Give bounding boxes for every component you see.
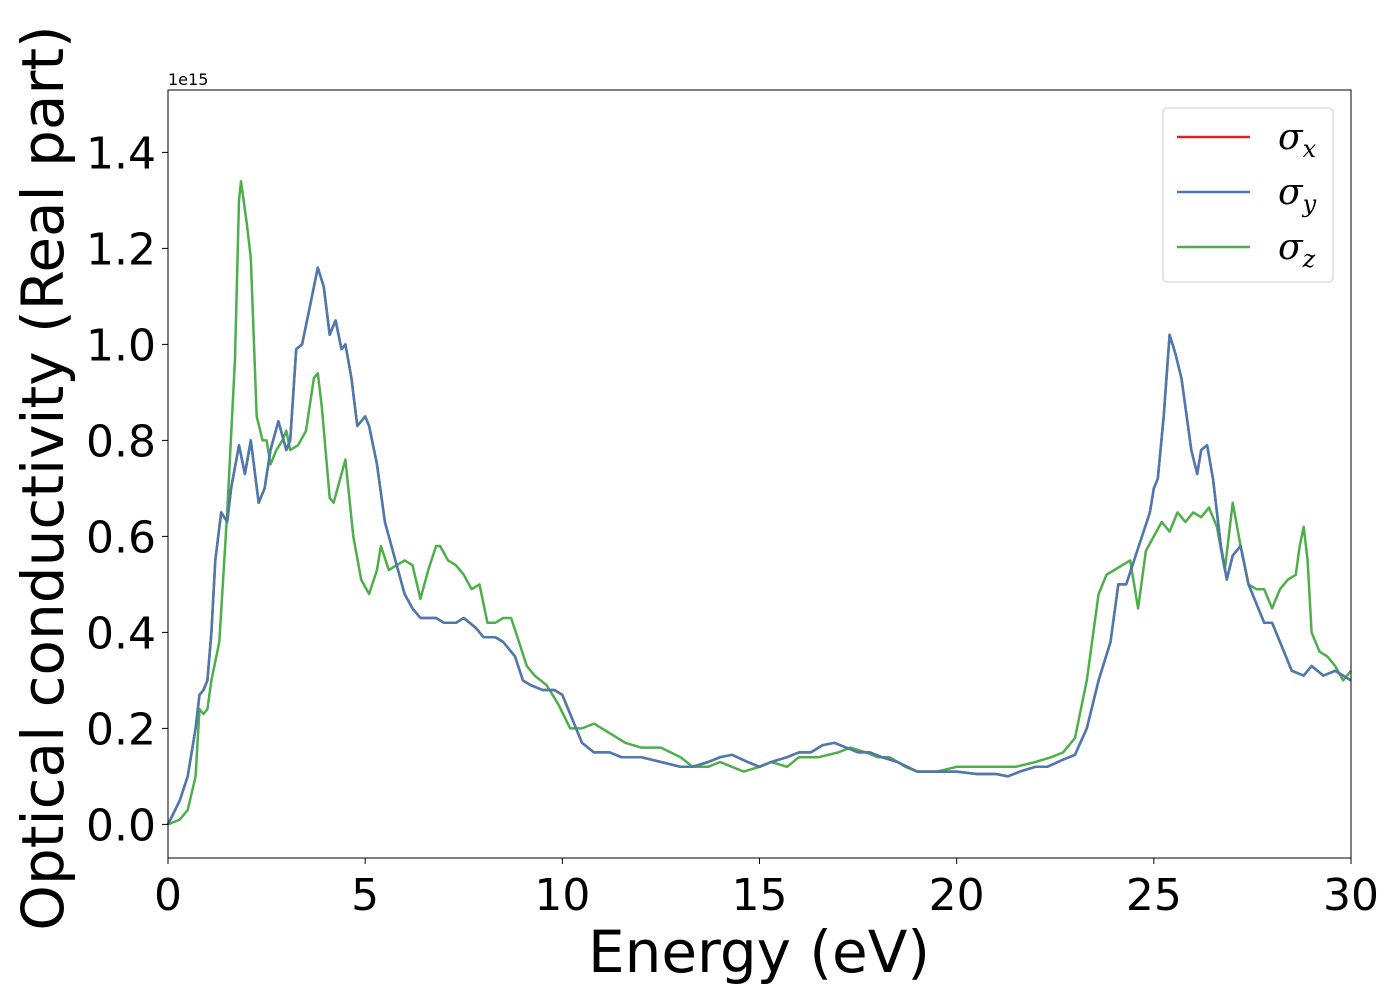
y-tick-label: 0.0 <box>86 800 156 851</box>
x-tick-label: 0 <box>154 870 182 921</box>
x-tick-label: 5 <box>351 870 379 921</box>
x-tick-label: 30 <box>1323 870 1379 921</box>
legend-entry-z: σz <box>1177 227 1316 273</box>
y-tick-label: 0.6 <box>86 512 156 563</box>
x-tick-label: 25 <box>1126 870 1182 921</box>
series-line-y <box>166 266 1352 825</box>
legend-label: σy <box>1278 172 1317 218</box>
legend-box <box>1162 107 1334 283</box>
y-tick-label: 1.4 <box>86 128 156 179</box>
y-tick-label: 1.2 <box>86 224 156 275</box>
legend-label: σx <box>1278 117 1317 163</box>
x-axis-label: Energy (eV) <box>588 918 930 986</box>
y-offset-label: 1e15 <box>168 70 208 89</box>
y-tick-label: 0.8 <box>86 416 156 467</box>
legend-entry-x: σx <box>1177 117 1317 163</box>
x-tick-label: 20 <box>929 870 985 921</box>
x-axis: 0 5 10 15 20 25 30 <box>154 858 1379 921</box>
x-tick-label: 15 <box>732 870 788 921</box>
legend: σx σy σz <box>1162 107 1334 283</box>
y-tick-label: 0.2 <box>86 704 156 755</box>
y-axis-label: Optical conductivity (Real part) <box>9 25 77 930</box>
series-lines <box>166 179 1352 826</box>
y-axis: 0.0 0.2 0.4 0.6 0.8 1.0 1.2 1.4 <box>86 128 168 851</box>
legend-label: σz <box>1278 227 1316 273</box>
y-tick-label: 1.0 <box>86 320 156 371</box>
legend-entry-y: σy <box>1177 172 1317 218</box>
series-line-z <box>167 179 1352 826</box>
x-tick-label: 10 <box>534 870 590 921</box>
y-tick-label: 0.4 <box>86 608 156 659</box>
